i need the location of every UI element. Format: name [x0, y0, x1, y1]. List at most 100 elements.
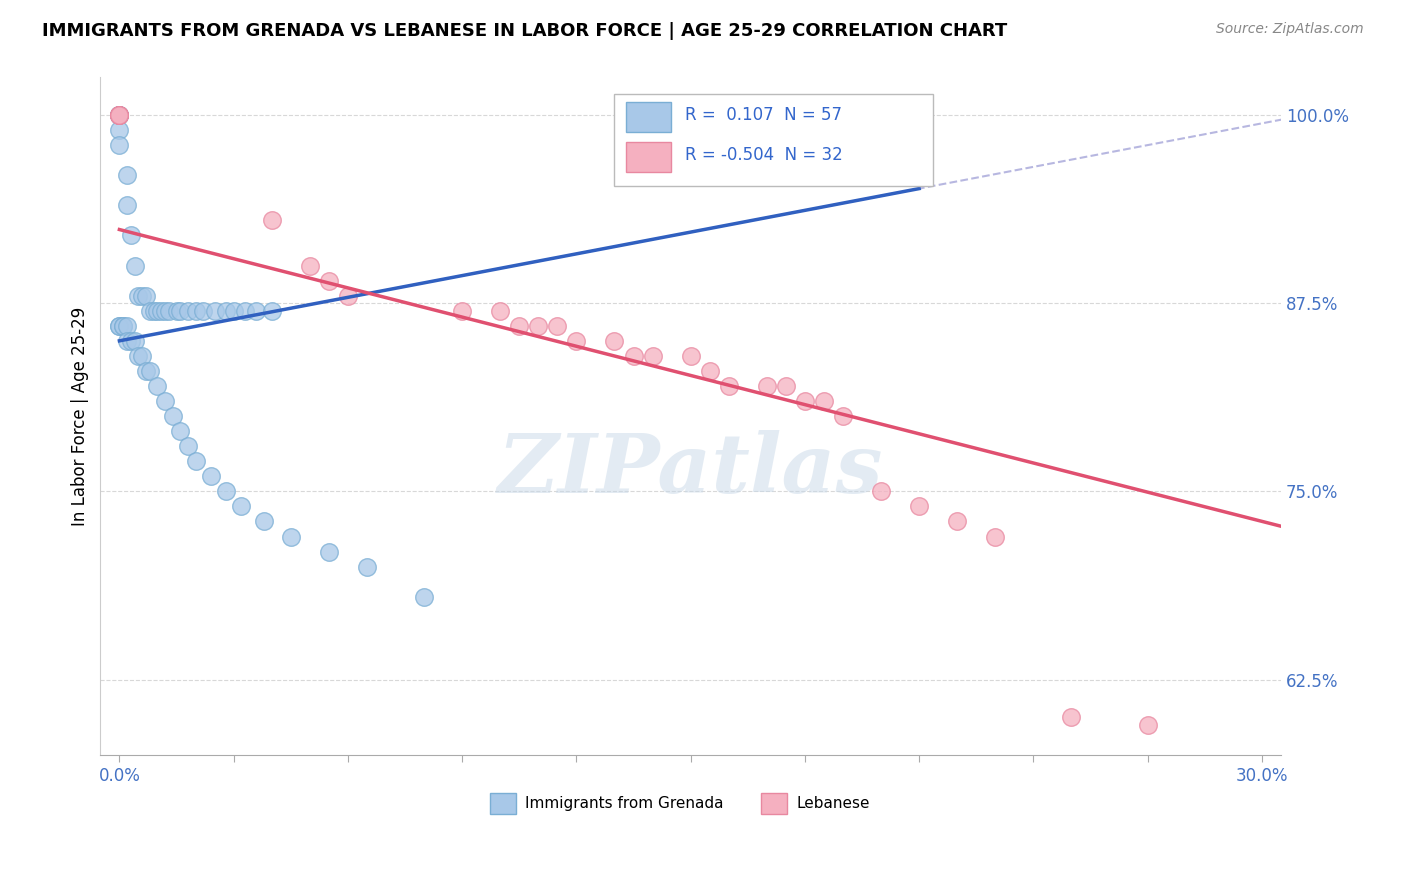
Point [127, 349, 149, 363]
Point [142, 303, 165, 318]
Point [222, 303, 245, 318]
Point [451, 303, 474, 318]
Point [623, 349, 645, 363]
Point [127, 289, 149, 303]
Bar [762, 793, 787, 814]
Point [200, 469, 222, 483]
Point [131, 349, 153, 363]
Point [135, 364, 157, 378]
Bar [626, 102, 671, 132]
Point [984, 530, 1007, 544]
Point [177, 439, 200, 453]
Point [108, 108, 131, 122]
Text: R = -0.504  N = 32: R = -0.504 N = 32 [685, 146, 842, 164]
Point [184, 454, 207, 468]
Point [489, 303, 512, 318]
Point [153, 303, 176, 318]
Point [166, 303, 188, 318]
Point [108, 318, 131, 333]
Point [108, 108, 131, 122]
Point [108, 108, 131, 122]
Point [169, 303, 191, 318]
Point [153, 394, 176, 409]
Point [124, 334, 146, 348]
Point [356, 559, 378, 574]
Bar [626, 143, 671, 172]
Point [832, 409, 855, 424]
Point [260, 303, 283, 318]
Point [280, 530, 302, 544]
Point [135, 289, 157, 303]
Text: Immigrants from Grenada: Immigrants from Grenada [526, 796, 724, 811]
Text: R =  0.107  N = 57: R = 0.107 N = 57 [685, 105, 842, 124]
Point [193, 303, 215, 318]
Point [336, 289, 359, 303]
Point [157, 303, 180, 318]
Point [679, 349, 702, 363]
Point [298, 259, 321, 273]
Text: IMMIGRANTS FROM GRENADA VS LEBANESE IN LABOR FORCE | AGE 25-29 CORRELATION CHART: IMMIGRANTS FROM GRENADA VS LEBANESE IN L… [42, 22, 1008, 40]
Point [641, 349, 664, 363]
Point [115, 169, 138, 183]
Point [139, 364, 162, 378]
Point [120, 334, 142, 348]
Point [146, 379, 169, 393]
Point [115, 318, 138, 333]
Point [565, 334, 588, 348]
Point [108, 108, 131, 122]
Point [699, 364, 721, 378]
Point [204, 303, 226, 318]
Point [946, 515, 969, 529]
Point [755, 379, 778, 393]
Point [146, 303, 169, 318]
Point [108, 108, 131, 122]
Point [108, 108, 131, 122]
Point [108, 108, 131, 122]
Point [527, 318, 550, 333]
Point [775, 379, 797, 393]
Bar [489, 793, 516, 814]
Point [318, 544, 340, 558]
Point [108, 123, 131, 137]
Point [813, 394, 835, 409]
Point [124, 259, 146, 273]
Point [112, 318, 135, 333]
Point [184, 303, 207, 318]
Point [908, 500, 931, 514]
Point [1060, 710, 1083, 724]
Point [108, 108, 131, 122]
Point [115, 334, 138, 348]
Point [131, 289, 153, 303]
Text: ZIPatlas: ZIPatlas [498, 430, 883, 510]
Point [108, 138, 131, 153]
Point [231, 500, 253, 514]
Text: Lebanese: Lebanese [797, 796, 870, 811]
Point [603, 334, 626, 348]
Point [508, 318, 530, 333]
Text: Source: ZipAtlas.com: Source: ZipAtlas.com [1216, 22, 1364, 37]
Point [1136, 717, 1159, 731]
Point [108, 318, 131, 333]
Point [215, 484, 238, 499]
Point [150, 303, 173, 318]
Point [870, 484, 893, 499]
Point [546, 318, 568, 333]
Point [260, 213, 283, 227]
Point [162, 409, 184, 424]
Point [139, 303, 162, 318]
Point [115, 198, 138, 212]
Point [253, 515, 276, 529]
FancyBboxPatch shape [614, 95, 932, 186]
Y-axis label: In Labor Force | Age 25-29: In Labor Force | Age 25-29 [72, 307, 89, 525]
Point [717, 379, 740, 393]
Point [215, 303, 238, 318]
Point [245, 303, 267, 318]
Point [120, 228, 142, 243]
Point [318, 274, 340, 288]
Point [233, 303, 256, 318]
Point [169, 424, 191, 438]
Point [108, 108, 131, 122]
Point [413, 590, 436, 604]
Point [177, 303, 200, 318]
Point [112, 318, 135, 333]
